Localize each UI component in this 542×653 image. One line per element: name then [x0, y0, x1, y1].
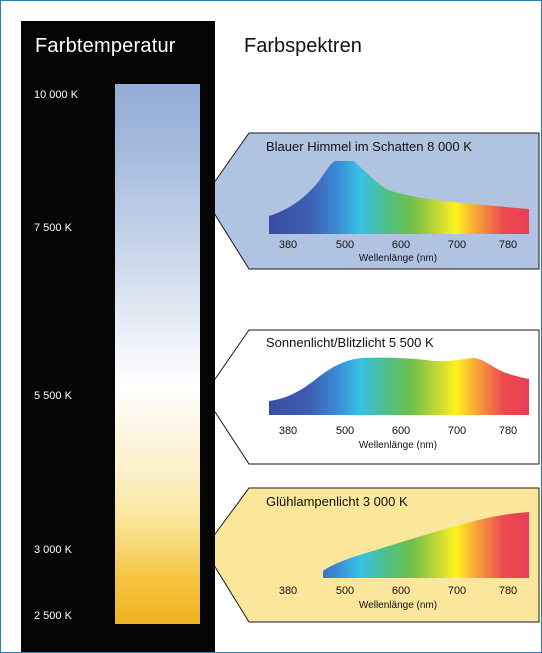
tick-label: 700 [447, 425, 467, 437]
tick-label: 380 [278, 425, 298, 437]
tick-label: 780 [498, 239, 518, 251]
spectrum-title-tungsten: Glühlampenlicht 3 000 K [266, 494, 408, 509]
axis-label-wavelength: Wellenlänge (nm) [358, 440, 438, 451]
color-temperature-gradient-bar [115, 84, 200, 624]
tick-label: 500 [335, 585, 355, 597]
tick-label: 700 [447, 585, 467, 597]
tick-label: 600 [391, 585, 411, 597]
spectrum-curve-sunlight [269, 357, 529, 415]
kelvin-label-2500: 2 500 K [34, 610, 72, 622]
tick-label: 780 [498, 585, 518, 597]
kelvin-label-7500: 7 500 K [34, 222, 72, 234]
spectrum-title-blue-sky: Blauer Himmel im Schatten 8 000 K [266, 139, 472, 154]
tick-label: 500 [335, 425, 355, 437]
axis-label-wavelength: Wellenlänge (nm) [358, 253, 438, 264]
spectrum-curve-tungsten [323, 512, 529, 578]
kelvin-label-3000: 3 000 K [34, 544, 72, 556]
tick-label: 600 [391, 425, 411, 437]
spectrum-title-sunlight: Sonnenlicht/Blitzlicht 5 500 K [266, 335, 434, 350]
axis-label-wavelength: Wellenlänge (nm) [358, 600, 438, 611]
tick-label: 780 [498, 425, 518, 437]
tick-label: 380 [278, 585, 298, 597]
kelvin-label-5500: 5 500 K [34, 390, 72, 402]
tick-label: 380 [278, 239, 298, 251]
color-temperature-title: Farbtemperatur [35, 35, 176, 57]
tick-label: 600 [391, 239, 411, 251]
spectrum-curve-blue-sky [269, 161, 529, 234]
tick-label: 700 [447, 239, 467, 251]
color-spectra-title: Farbspektren [244, 35, 362, 57]
tick-label: 500 [335, 239, 355, 251]
kelvin-label-10000: 10 000 K [34, 89, 79, 101]
